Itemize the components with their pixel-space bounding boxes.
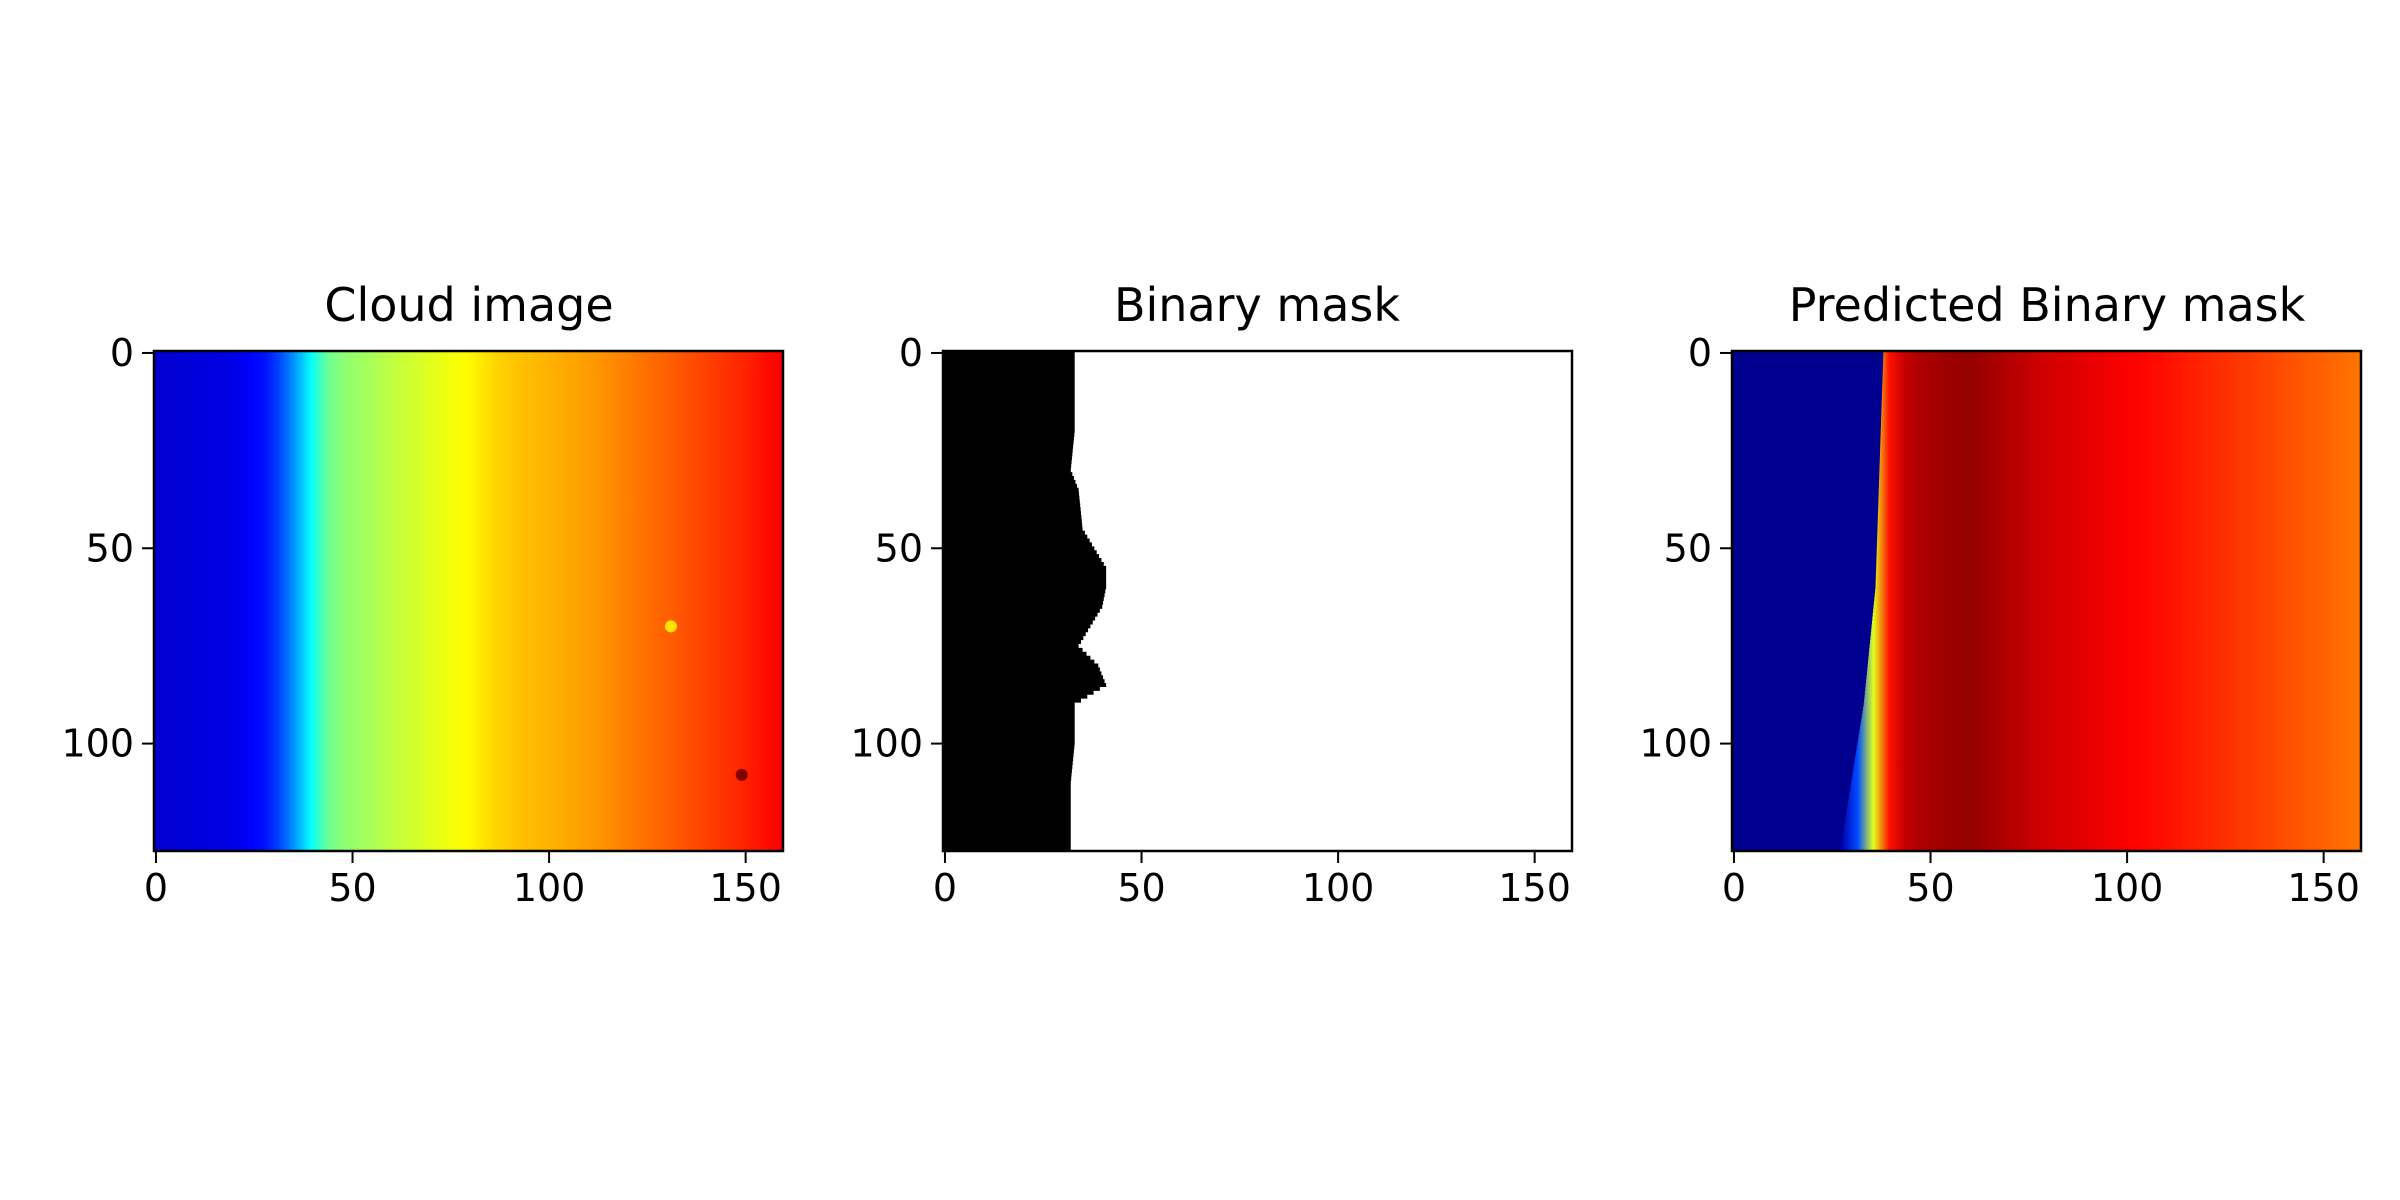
bright-spot: [664, 620, 677, 633]
panel-title: Cloud image: [324, 278, 613, 332]
y-tick-label: 50: [86, 526, 134, 570]
y-tick-label: 0: [1688, 331, 1712, 375]
x-tick-label: 0: [933, 866, 957, 910]
y-tick-label: 50: [1664, 526, 1712, 570]
x-tick-label: 150: [709, 866, 782, 910]
axes-frame: [941, 349, 1574, 853]
x-tick-label: 50: [1117, 866, 1165, 910]
x-tick-label: 50: [328, 866, 376, 910]
mask-region: [943, 351, 1107, 851]
x-tick-label: 100: [2091, 866, 2164, 910]
x-tick-label: 150: [1498, 866, 1571, 910]
y-tick-label: 0: [899, 331, 923, 375]
mask-region: [1732, 351, 1884, 851]
heatmap-image: [154, 351, 783, 851]
x-tick-label: 0: [144, 866, 168, 910]
x-tick-label: 150: [2287, 866, 2360, 910]
y-tick-label: 50: [875, 526, 923, 570]
x-tick-label: 100: [1302, 866, 1375, 910]
y-tick-label: 0: [110, 331, 134, 375]
bright-spot: [735, 768, 748, 781]
axes-frame: [1730, 349, 2363, 853]
x-tick-label: 100: [513, 866, 586, 910]
axes-frame: [152, 349, 785, 853]
y-tick-label: 100: [1639, 722, 1712, 766]
y-tick-label: 100: [850, 722, 923, 766]
x-tick-label: 50: [1906, 866, 1954, 910]
x-tick-label: 0: [1722, 866, 1746, 910]
panel-title: Predicted Binary mask: [1789, 278, 2306, 332]
y-tick-label: 100: [61, 722, 134, 766]
panel-title: Binary mask: [1114, 278, 1400, 332]
